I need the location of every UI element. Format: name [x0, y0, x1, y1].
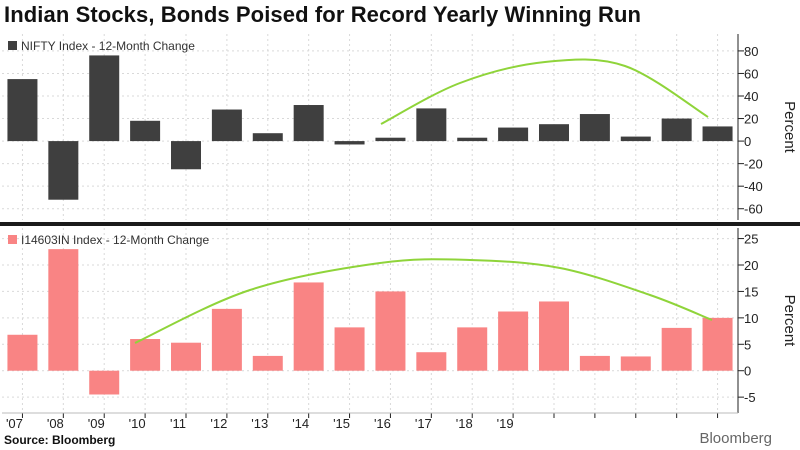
x-tick-label: '19 [497, 416, 514, 431]
panel1-bar [293, 105, 324, 142]
panel1-bar [620, 136, 651, 142]
panel1-bar [702, 126, 733, 142]
panel1-bar [334, 141, 365, 145]
panel2-bar [579, 355, 610, 371]
panel1-bar [498, 127, 529, 142]
x-tick-label: '15 [333, 416, 350, 431]
panel2-ytick-label: -5 [744, 390, 756, 405]
brand-logo: Bloomberg [699, 430, 772, 447]
panel1-y-axis-label: Percent [781, 101, 798, 154]
panel1-bar [539, 124, 569, 142]
panel2-bar [334, 327, 365, 371]
panel2-bar [457, 327, 488, 371]
panel1-trend-line [380, 58, 709, 125]
x-tick-label: '13 [251, 416, 268, 431]
panel1-ytick-label: 20 [744, 112, 758, 127]
panel2-bar [48, 249, 79, 371]
panel2-ytick-label: 10 [744, 311, 758, 326]
panel1-bar [375, 137, 406, 142]
panel2-bar [375, 291, 406, 371]
panel2-bar [620, 356, 651, 371]
panel1-bar [457, 137, 488, 142]
panel1-bar [171, 141, 201, 170]
panel1-bar [416, 108, 447, 142]
panel1-ytick-label: -20 [744, 157, 763, 172]
panel2-ytick-label: 5 [744, 337, 751, 352]
panel1-bar [211, 109, 242, 142]
panel2-legend-label: I14603IN Index - 12-Month Change [21, 233, 209, 247]
panel1-ytick-label: 60 [744, 66, 758, 81]
panel2-bar [539, 301, 569, 371]
panel1-legend-swatch [8, 41, 17, 50]
panel2-bar [498, 311, 529, 371]
x-tick-label: '17 [415, 416, 432, 431]
panel2-bar [7, 334, 38, 371]
x-tick-label: '12 [210, 416, 227, 431]
panel1-ytick-label: 80 [744, 44, 758, 59]
x-tick-label: '14 [292, 416, 309, 431]
panel2-trend-line [134, 258, 713, 344]
panel2-bar [293, 282, 324, 371]
x-tick-label: '07 [6, 416, 23, 431]
x-tick-label: '10 [129, 416, 146, 431]
panel1-ytick-label: -60 [744, 202, 763, 217]
x-tick-label: '09 [88, 416, 105, 431]
chart-title: Indian Stocks, Bonds Poised for Record Y… [4, 2, 642, 27]
x-tick-label: '11 [170, 416, 186, 431]
panel2-ytick-label: 20 [744, 258, 758, 273]
panel2-bar [130, 339, 161, 371]
panel2-bar [211, 308, 242, 371]
panel1-ytick-label: 40 [744, 89, 758, 104]
x-tick-label: '18 [456, 416, 473, 431]
panel2-ytick-label: 15 [744, 284, 758, 299]
panel1-bar [130, 120, 161, 142]
panel1-bar [48, 141, 79, 200]
panel1-bar [252, 133, 283, 142]
panel2-bar [702, 317, 733, 371]
source-note: Source: Bloomberg [4, 433, 116, 447]
panel1-bar [579, 114, 610, 142]
panel1-ytick-label: 0 [744, 134, 751, 149]
panel2-bar [416, 352, 447, 371]
panel1-ytick-label: -40 [744, 179, 763, 194]
panel2-bar [89, 370, 120, 395]
panel1-bar [661, 118, 692, 142]
panel2-bar [171, 342, 201, 371]
panel2-ytick-label: 0 [744, 364, 751, 379]
panel2-y-axis-label: Percent [781, 295, 798, 348]
panel1-bar [7, 79, 38, 142]
x-tick-label: '08 [47, 416, 64, 431]
panel2-bar [661, 327, 692, 371]
panel2-ytick-label: 25 [744, 232, 758, 247]
panel1-legend-label: NIFTY Index - 12-Month Change [21, 39, 195, 53]
panel2-bar [252, 355, 283, 371]
x-tick-label: '16 [374, 416, 391, 431]
panel2-legend-swatch [8, 235, 17, 244]
panel1-bar [89, 55, 120, 142]
panel-divider [0, 222, 800, 226]
